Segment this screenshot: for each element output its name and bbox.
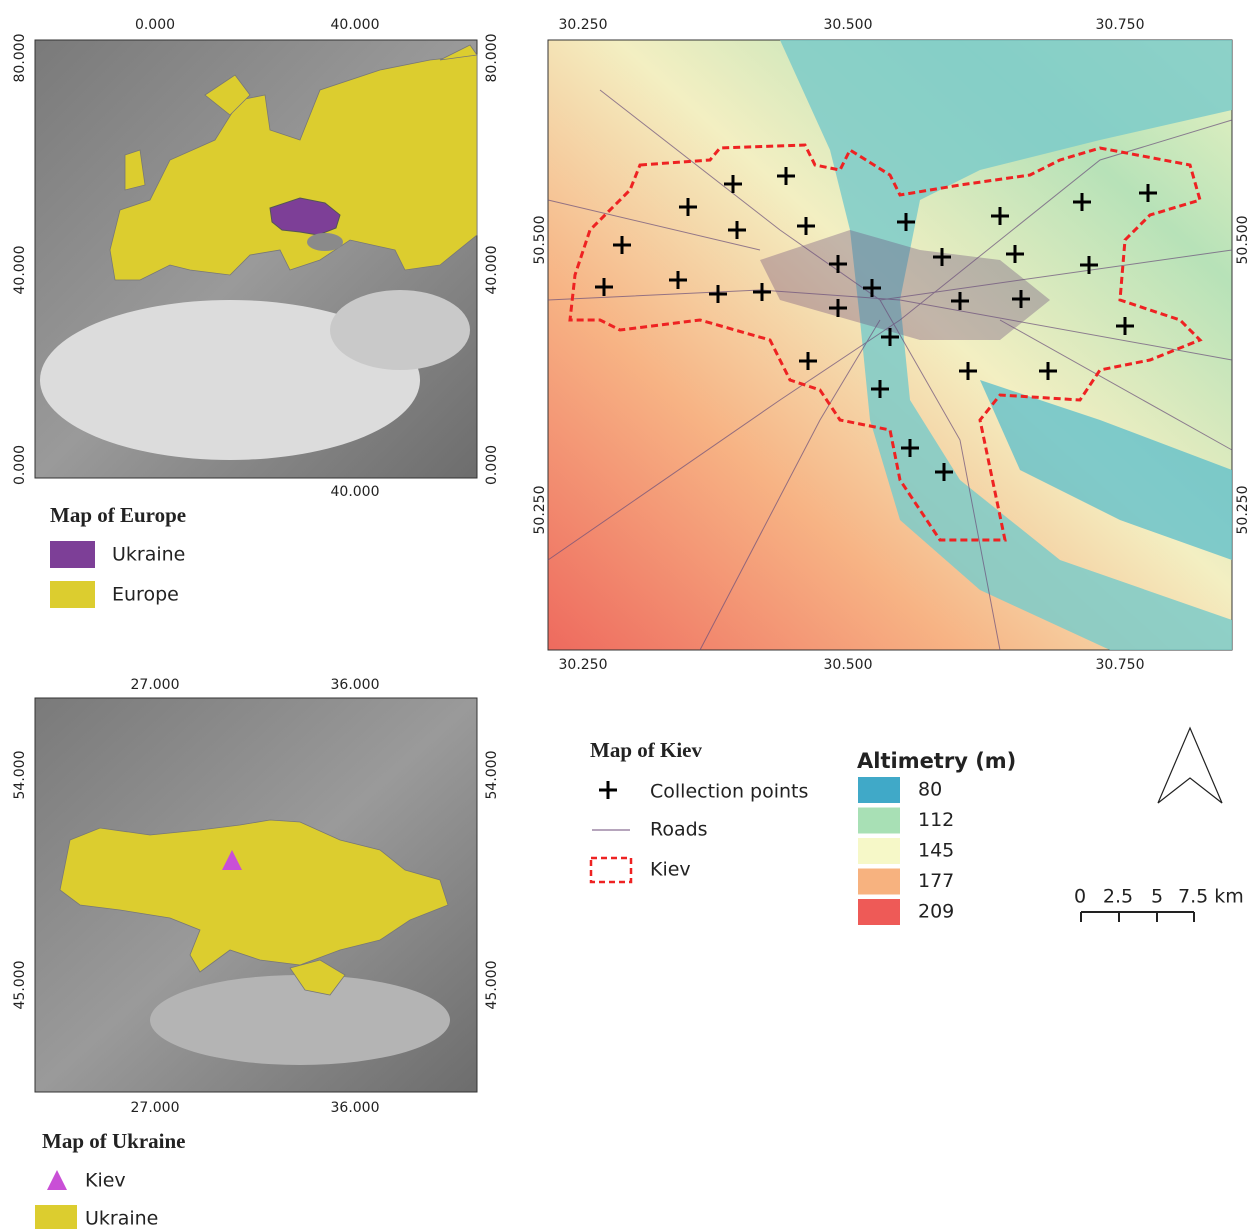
legend-label: Roads — [650, 819, 708, 841]
coord-label: 45.000 — [484, 961, 500, 1010]
coord-label: 30.750 — [1096, 657, 1145, 673]
legend-title: Map of Ukraine — [42, 1129, 186, 1153]
legend-triangle — [47, 1170, 67, 1190]
legend-swatch — [50, 581, 95, 608]
black-sea — [307, 233, 343, 251]
coord-label: 40.000 — [331, 484, 380, 500]
scale-bar — [1081, 912, 1194, 922]
scale-label: 0 — [1074, 886, 1086, 908]
altimetry-label: 177 — [918, 870, 954, 892]
coord-label: 0.000 — [135, 17, 175, 33]
legend-label: Collection points — [650, 781, 808, 803]
coord-label: 80.000 — [12, 34, 28, 83]
legend-title: Altimetry (m) — [857, 749, 1016, 773]
altimetry-label: 145 — [918, 840, 954, 862]
legend-label: Kiev — [650, 859, 691, 881]
coord-label: 54.000 — [484, 751, 500, 800]
coord-label: 54.000 — [12, 751, 28, 800]
europe-map — [35, 40, 477, 478]
black-sea — [150, 975, 450, 1065]
coord-label: 40.000 — [12, 246, 28, 295]
legend-swatch — [50, 541, 95, 568]
altimetry-swatch — [858, 808, 900, 834]
coord-label: 50.250 — [532, 486, 548, 535]
coord-label: 50.500 — [1235, 216, 1250, 265]
legend-cross — [599, 781, 617, 799]
altimetry-label: 80 — [918, 779, 942, 801]
scale-label: 7.5 km — [1178, 886, 1244, 908]
coord-label: 40.000 — [484, 246, 500, 295]
ukraine-map — [35, 698, 477, 1092]
legend-label: Europe — [112, 584, 179, 606]
coord-label: 30.250 — [559, 17, 608, 33]
figure: 0.000 40.000 80.000 40.000 0.000 80.000 … — [0, 0, 1250, 1229]
coord-label: 27.000 — [131, 677, 180, 693]
legend-title: Map of Europe — [50, 503, 186, 527]
coord-label: 30.500 — [824, 17, 873, 33]
coord-label: 45.000 — [12, 961, 28, 1010]
coord-label: 40.000 — [331, 17, 380, 33]
north-arrow — [1158, 728, 1222, 803]
coord-label: 50.250 — [1235, 486, 1250, 535]
coord-label: 80.000 — [484, 34, 500, 83]
altimetry-swatch — [858, 838, 900, 864]
relief — [330, 290, 470, 370]
scale-label: 2.5 — [1103, 886, 1133, 908]
altimetry-label: 209 — [918, 901, 954, 923]
altimetry-label: 112 — [918, 809, 954, 831]
coord-label: 27.000 — [131, 1100, 180, 1116]
coord-label: 50.500 — [532, 216, 548, 265]
legend-label: Ukraine — [112, 544, 185, 566]
coord-label: 30.500 — [824, 657, 873, 673]
legend-label: Kiev — [85, 1170, 126, 1192]
coord-label: 30.750 — [1096, 17, 1145, 33]
coord-label: 0.000 — [484, 445, 500, 485]
coord-label: 30.250 — [559, 657, 608, 673]
coord-label: 36.000 — [331, 677, 380, 693]
altimetry-legend: 80 112 145 177 209 — [858, 777, 954, 925]
coord-label: 36.000 — [331, 1100, 380, 1116]
coord-label: 0.000 — [12, 445, 28, 485]
kiev-map — [548, 40, 1232, 650]
altimetry-swatch — [858, 777, 900, 803]
legend-boundary — [591, 858, 631, 882]
altimetry-swatch — [858, 899, 900, 925]
scale-label: 5 — [1151, 886, 1163, 908]
legend-swatch — [35, 1205, 77, 1229]
altimetry-swatch — [858, 869, 900, 895]
legend-label: Ukraine — [85, 1208, 158, 1229]
legend-title: Map of Kiev — [590, 738, 702, 762]
